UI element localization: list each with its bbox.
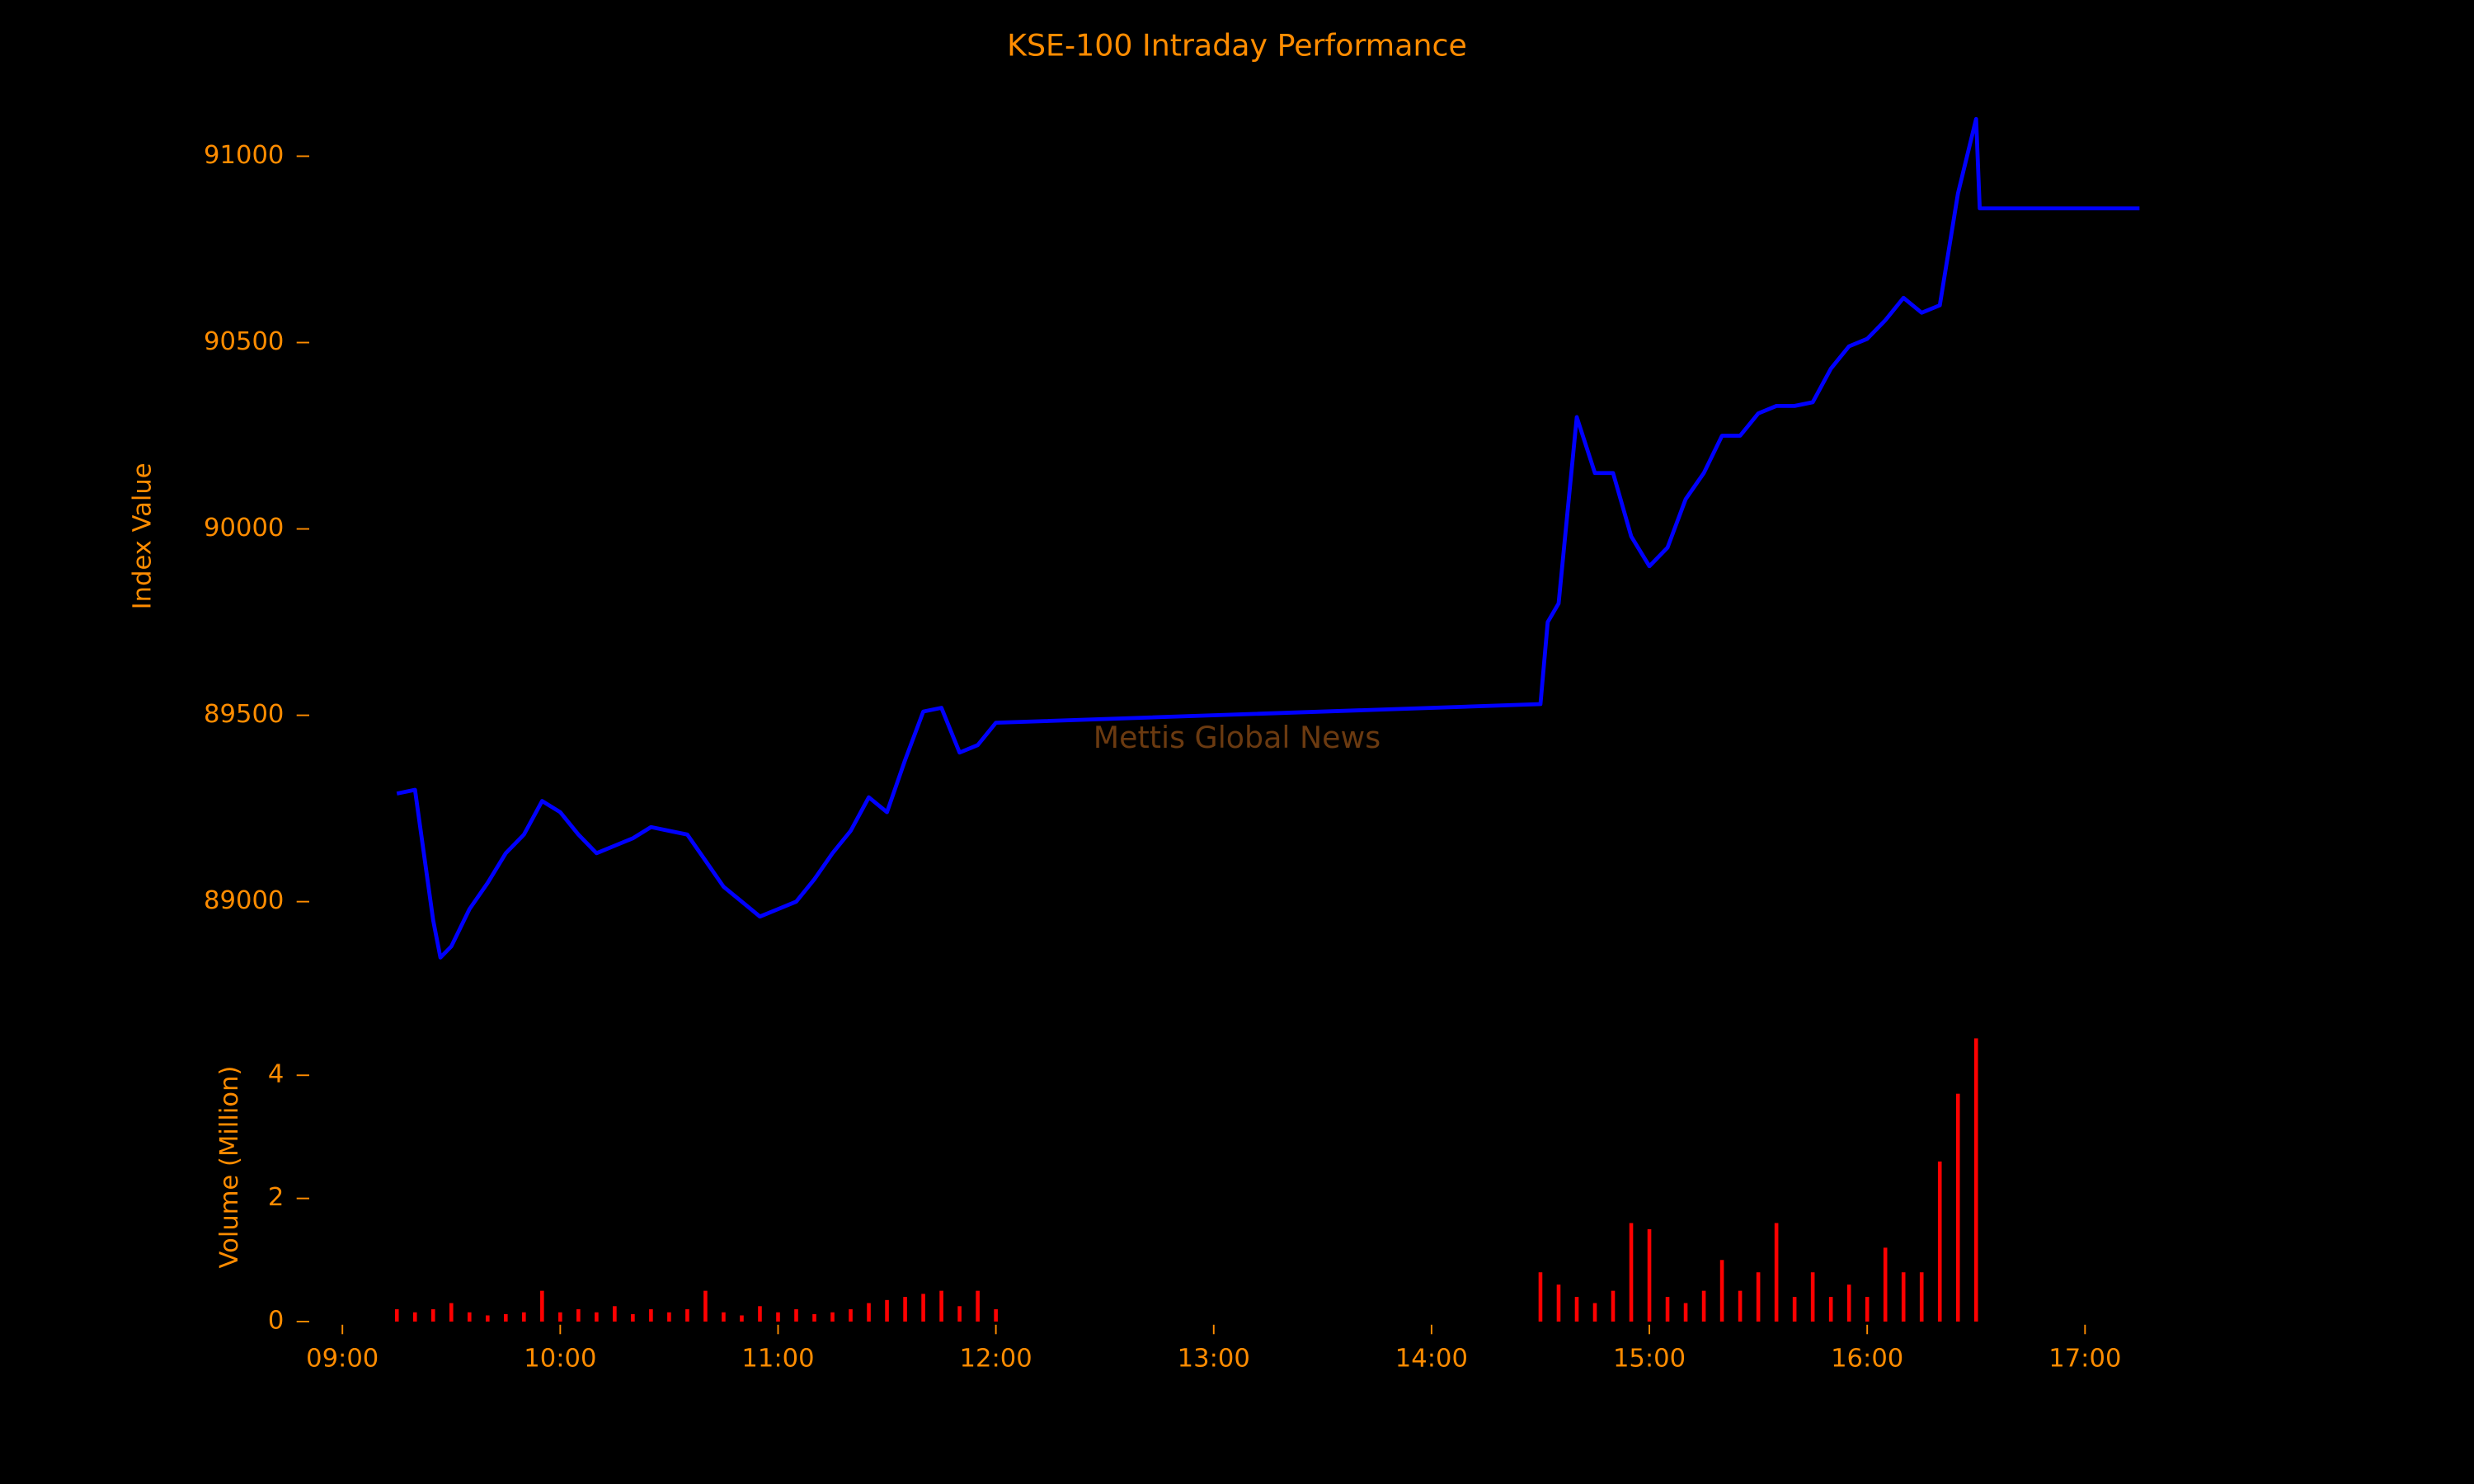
volume-bar xyxy=(667,1312,671,1322)
volume-bar xyxy=(849,1309,853,1322)
x-tick-label: 09:00 xyxy=(306,1344,379,1373)
volume-bar xyxy=(1647,1228,1652,1322)
volume-bar xyxy=(776,1312,780,1322)
volume-bar xyxy=(1792,1297,1797,1322)
y-tick-label: 90000 xyxy=(204,514,284,542)
volume-bar xyxy=(921,1294,925,1322)
volume-bar xyxy=(1683,1303,1688,1322)
volume-bar xyxy=(613,1306,617,1322)
x-tick-label: 17:00 xyxy=(2048,1344,2121,1373)
volume-bar xyxy=(994,1309,998,1322)
volume-bar xyxy=(430,1309,435,1322)
volume-bar xyxy=(504,1314,508,1322)
volume-bar xyxy=(1774,1223,1779,1322)
volume-bar xyxy=(1556,1284,1561,1322)
volume-bar xyxy=(1883,1247,1888,1322)
volume-bar xyxy=(486,1315,490,1322)
y-tick-label: 0 xyxy=(268,1306,284,1335)
volume-bar xyxy=(740,1315,744,1322)
volume-bar xyxy=(1592,1303,1597,1322)
y-tick-label: 89000 xyxy=(204,886,284,915)
x-tick-label: 14:00 xyxy=(1395,1344,1468,1373)
volume-bar xyxy=(1665,1297,1670,1322)
volume-bar xyxy=(1611,1290,1616,1322)
y-axis-label: Index Value xyxy=(129,463,158,609)
volume-bar xyxy=(1955,1093,1960,1322)
volume-bar xyxy=(1901,1272,1906,1322)
x-tick-label: 15:00 xyxy=(1613,1344,1686,1373)
volume-bar xyxy=(394,1309,399,1322)
volume-bar xyxy=(885,1299,889,1322)
volume-bar xyxy=(1846,1284,1851,1322)
volume-bar xyxy=(449,1303,454,1322)
volume-bar xyxy=(1973,1038,1978,1322)
volume-bar xyxy=(649,1309,653,1322)
volume-bar xyxy=(631,1314,635,1322)
volume-bar xyxy=(1738,1290,1743,1322)
volume-bar xyxy=(830,1312,835,1322)
watermark: Mettis Global News xyxy=(1094,720,1380,755)
chart-title: KSE-100 Intraday Performance xyxy=(1007,27,1467,63)
y-tick-label: 90500 xyxy=(204,327,284,356)
volume-bar xyxy=(903,1297,907,1322)
volume-bar xyxy=(812,1314,816,1322)
volume-bar xyxy=(685,1309,689,1322)
x-tick-label: 10:00 xyxy=(524,1344,596,1373)
volume-bar xyxy=(1719,1260,1724,1322)
volume-bar xyxy=(703,1290,708,1322)
x-tick-label: 12:00 xyxy=(960,1344,1032,1373)
volume-bar xyxy=(1810,1272,1815,1322)
volume-bar xyxy=(957,1306,962,1322)
x-tick-label: 13:00 xyxy=(1178,1344,1250,1373)
y-axis-label: Volume (Million) xyxy=(215,1066,244,1269)
volume-bar xyxy=(595,1312,599,1322)
volume-bar xyxy=(1937,1161,1942,1322)
volume-bar xyxy=(1865,1297,1870,1322)
volume-bar xyxy=(576,1309,581,1322)
volume-bar xyxy=(1701,1290,1706,1322)
volume-bar xyxy=(412,1312,417,1322)
volume-bar xyxy=(939,1290,943,1322)
volume-bar xyxy=(722,1312,726,1322)
volume-bar xyxy=(558,1312,562,1322)
volume-bar xyxy=(1629,1223,1634,1322)
volume-bar xyxy=(794,1309,798,1322)
y-tick-label: 4 xyxy=(268,1060,284,1089)
volume-bar xyxy=(1828,1297,1833,1322)
index-line xyxy=(396,116,2140,960)
volume-bar xyxy=(867,1303,871,1322)
volume-bar xyxy=(1756,1272,1761,1322)
y-tick-label: 89500 xyxy=(204,700,284,729)
x-tick-label: 11:00 xyxy=(741,1344,814,1373)
volume-bar xyxy=(1919,1272,1924,1322)
volume-bar xyxy=(467,1312,472,1322)
y-tick-label: 2 xyxy=(268,1183,284,1212)
y-tick-label: 91000 xyxy=(204,141,284,170)
volume-bar xyxy=(976,1290,980,1322)
volume-bar xyxy=(758,1306,762,1322)
volume-bar xyxy=(1538,1272,1543,1322)
volume-bar xyxy=(540,1290,544,1322)
x-tick-label: 16:00 xyxy=(1831,1344,1903,1373)
volume-bar xyxy=(1574,1297,1579,1322)
volume-bar xyxy=(522,1312,526,1322)
